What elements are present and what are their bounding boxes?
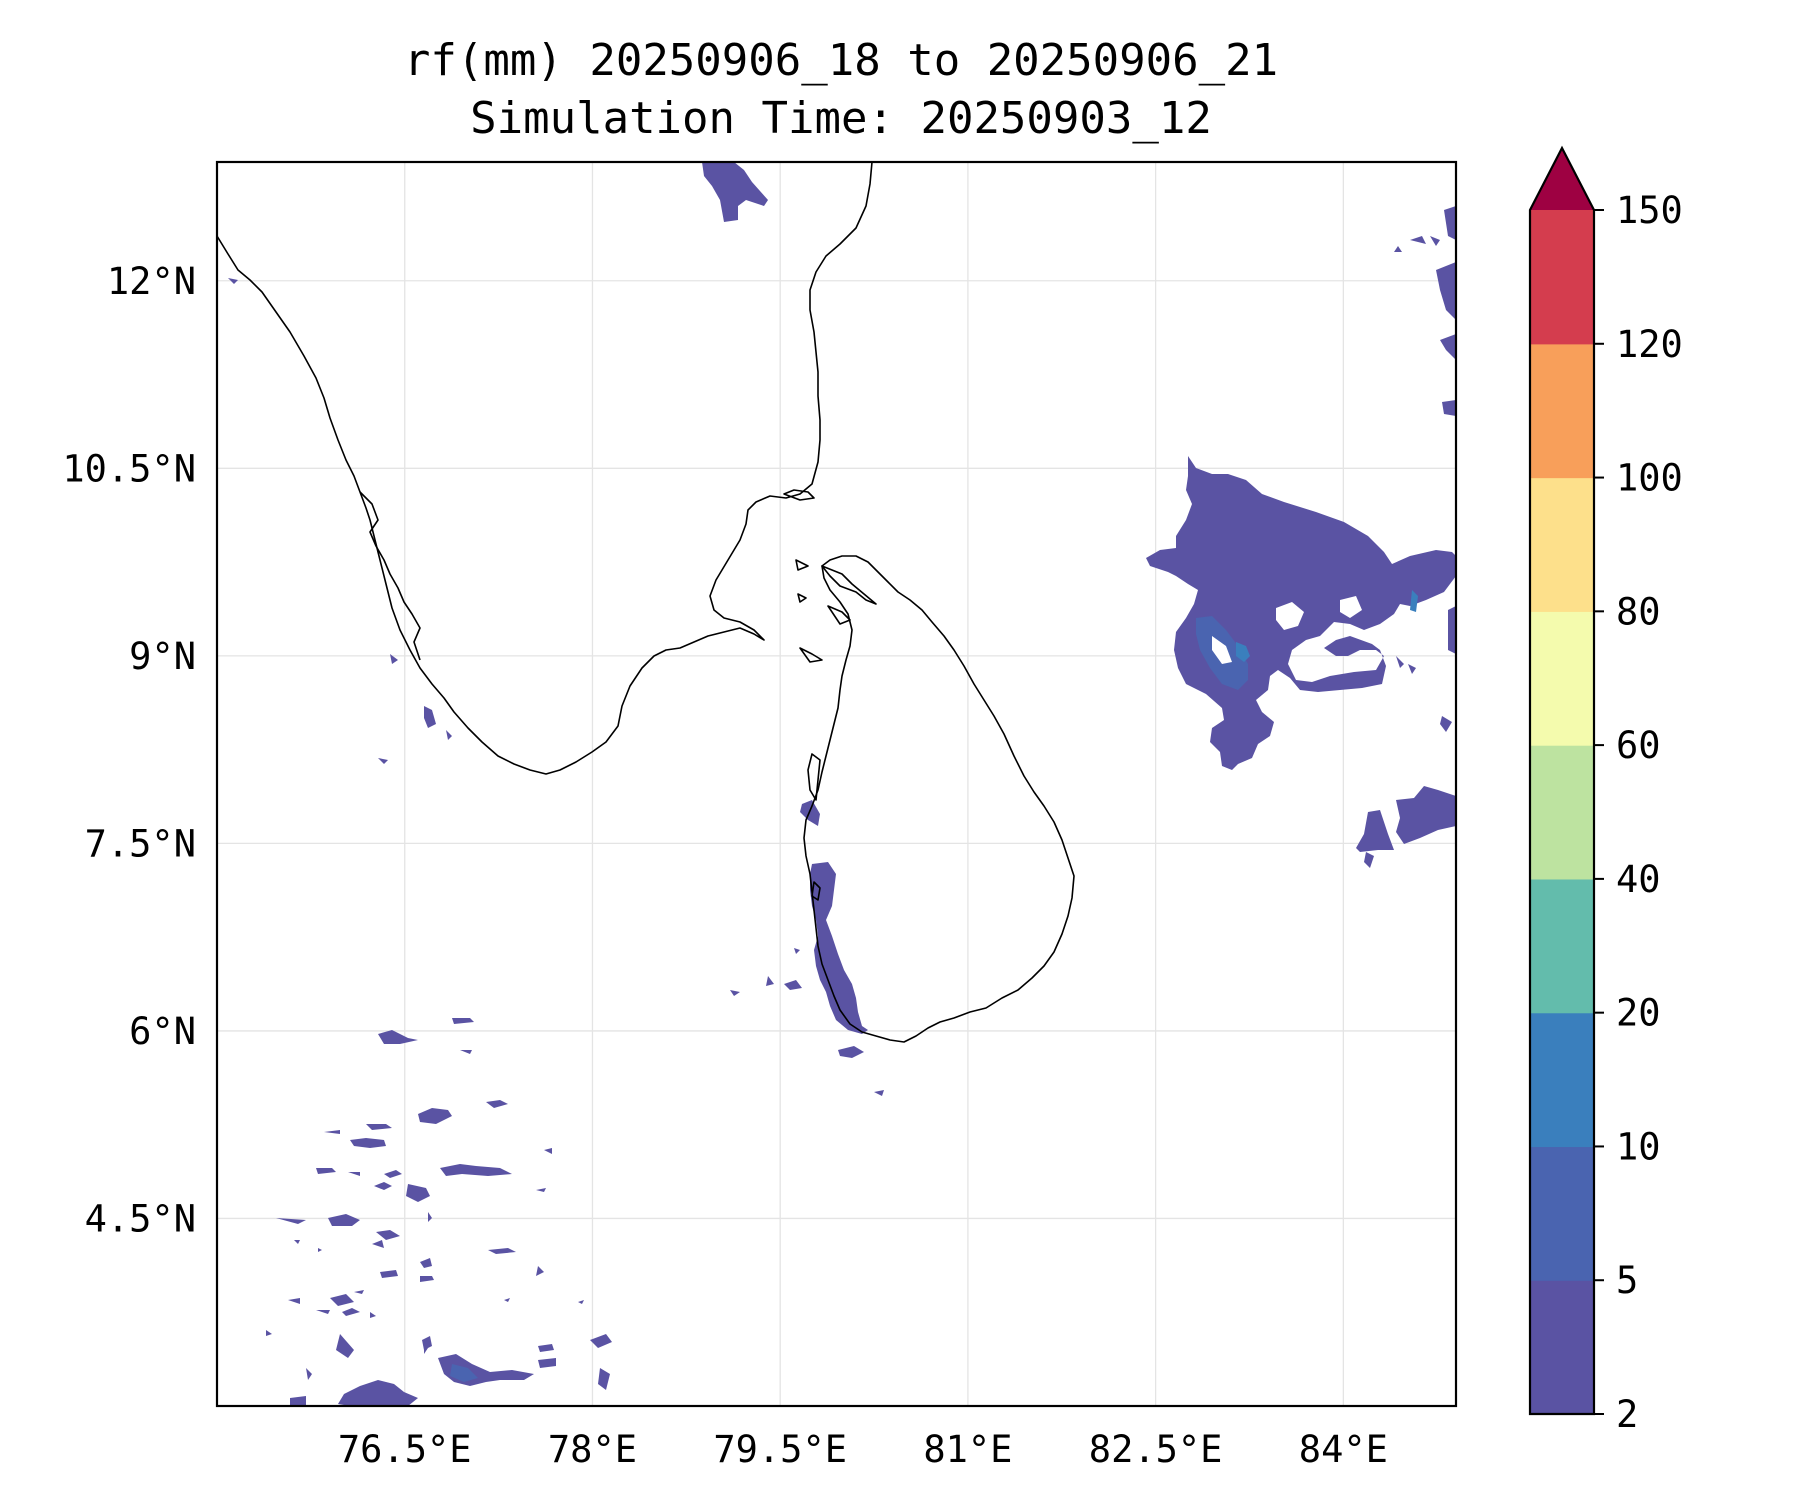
lat-tick-label: 12°N [107,260,196,303]
rain-area-sri-lanka-west [810,862,868,1034]
coastline-sri-lanka [803,555,1075,1043]
lat-tick-label: 6°N [129,1010,196,1053]
colorbar-frame [1528,145,1596,1416]
rain-area-northeast-gap [1212,596,1362,664]
colorbar-block [1530,477,1594,612]
colorbar-tick-label: 120 [1616,323,1683,366]
rainfall-layer [228,162,1456,1406]
colorbar-tick-label: 80 [1616,590,1661,633]
colorbar-extend-arrow [1530,148,1594,210]
colorbar-block [1530,1012,1594,1148]
coastline-pamban [783,489,815,571]
lon-tick-label: 81°E [923,1428,1012,1471]
colorbar-tick-label: 40 [1616,858,1661,901]
colorbar-blocks [1530,210,1594,1415]
gridlines [217,162,1456,1406]
coastlines [217,162,1075,1043]
colorbar-block [1530,745,1594,880]
coastline-india [217,162,873,775]
colorbar-ticks: 2 5 10 20 40 60 80 100 120 150 [1594,189,1683,1436]
lat-tick-label: 4.5°N [85,1197,196,1240]
map-area [215,160,1458,1408]
map-background [217,162,1456,1406]
colorbar-block [1530,611,1594,746]
colorbar-block [1530,343,1594,479]
figure-subtitle: Simulation Time: 20250903_12 [470,93,1212,144]
lon-tick-label: 76.5°E [338,1428,472,1471]
lon-tick-label: 79.5°E [713,1428,847,1471]
latitude-ticks: 12°N 10.5°N 9°N 7.5°N 6°N 4.5°N [62,260,196,1241]
rain-area-southeast [1356,786,1456,868]
colorbar-tick-label: 60 [1616,724,1661,767]
coastline-india-inlet [359,491,421,661]
lon-tick-label: 84°E [1299,1428,1388,1471]
rain-area-north [702,162,768,222]
longitude-ticks: 76.5°E 78°E 79.5°E 81°E 82.5°E 84°E [338,1428,1388,1471]
colorbar-tick-label: 5 [1616,1259,1638,1302]
map-frame [215,160,1458,1408]
colorbar-tick-label: 100 [1616,457,1683,500]
colorbar-block [1530,1146,1594,1281]
rain-area-southwest-moderate [450,1364,478,1382]
lat-tick-label: 9°N [129,635,196,678]
colorbar-tick-label: 10 [1616,1125,1661,1168]
colorbar-tick-label: 20 [1616,992,1661,1035]
colorbar-block [1530,210,1594,345]
lat-tick-label: 7.5°N [85,822,196,865]
figure-title: rf(mm) 20250906_18 to 20250906_21 [404,35,1278,86]
colorbar-block [1530,878,1594,1014]
rain-area-india-west [228,278,452,764]
rain-area-southwest [266,1018,612,1406]
colorbar-block [1530,1280,1594,1415]
colorbar: 2 5 10 20 40 60 80 100 120 150 [1528,145,1683,1436]
lon-tick-label: 78°E [548,1428,637,1471]
lon-tick-label: 82.5°E [1089,1428,1223,1471]
colorbar-tick-label: 2 [1616,1393,1638,1436]
colorbar-tick-label: 150 [1616,189,1683,232]
lat-tick-label: 10.5°N [62,447,196,490]
coastline-jaffna [797,565,877,663]
coastline-puttalam [807,753,821,901]
